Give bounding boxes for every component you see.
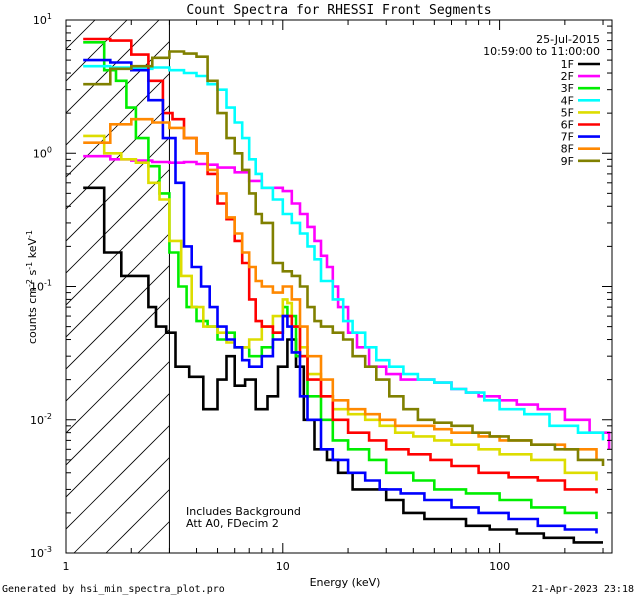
series-9F-line: [83, 50, 605, 466]
chart-title: Count Spectra for RHESSI Front Segments: [186, 3, 491, 18]
y-tick-label: 100: [33, 145, 52, 160]
y-tick-labels: 10-3 10-2 10-1 100 101: [30, 12, 52, 560]
legend-label-7F: 7F: [561, 131, 574, 144]
legend-label-3F: 3F: [561, 82, 574, 95]
generated-by-label: Generated by hsi_min_spectra_plot.pro: [2, 584, 225, 595]
series-layer: [83, 37, 611, 544]
y-tick-label: 10-3: [30, 545, 52, 560]
time-range-label: 10:59:00 to 11:00:00: [483, 45, 600, 58]
legend-label-1F: 1F: [561, 58, 574, 71]
series-1F-line: [83, 186, 603, 544]
series-7F-line: [83, 58, 598, 534]
y-tick-label: 101: [33, 12, 52, 27]
legend-label-6F: 6F: [561, 119, 574, 132]
legend-label-8F: 8F: [561, 143, 574, 156]
x-tick-labels: 1 10 100: [63, 560, 511, 573]
series-5F-line: [83, 134, 598, 481]
legend-label-2F: 2F: [561, 70, 574, 83]
x-tick-label: 10: [276, 560, 290, 573]
series-4F-line: [83, 64, 605, 441]
hatch-line: [66, 20, 192, 146]
y-tick-label: 10-1: [30, 279, 52, 294]
hatched-region: [66, 20, 612, 553]
axis-ticks: [65, 20, 612, 554]
legend-label-9F: 9F: [561, 155, 574, 168]
annotation-attenuator: Att A0, FDecim 2: [186, 517, 279, 530]
x-tick-label: 100: [489, 560, 510, 573]
series-8F-line: [83, 117, 598, 460]
series-2F-line: [83, 154, 611, 450]
timestamp-label: 21-Apr-2023 23:18: [531, 584, 634, 595]
annotation-background: Includes Background: [186, 505, 301, 518]
hatch-line: [66, 20, 128, 82]
legend-label-5F: 5F: [561, 106, 574, 119]
y-axis-label: counts cm-2 s-1 keV-1: [25, 230, 39, 344]
hatch-mask: [169, 20, 612, 553]
hatch-line: [66, 20, 160, 114]
y-tick-label: 10-2: [30, 412, 52, 427]
date-label: 25-Jul-2015: [536, 33, 600, 46]
x-axis-label: Energy (keV): [310, 576, 381, 589]
legend-label-4F: 4F: [561, 94, 574, 107]
x-tick-label: 1: [63, 560, 70, 573]
